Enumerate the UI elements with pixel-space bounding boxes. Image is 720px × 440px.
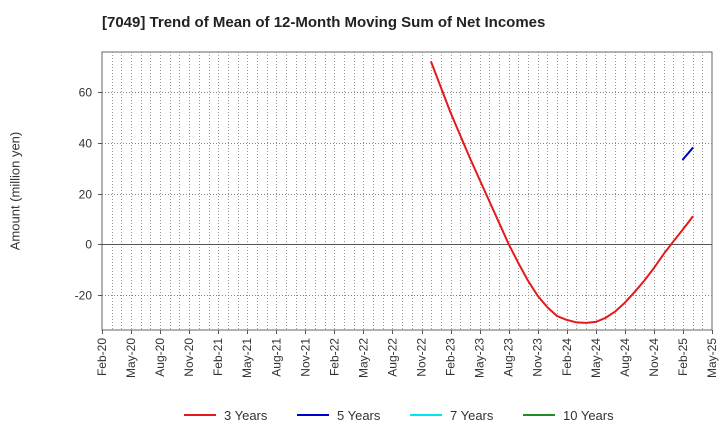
x-tick-label: Feb-20 — [95, 338, 109, 376]
x-tick-label: May-21 — [240, 338, 254, 378]
y-tick-label: -20 — [75, 289, 93, 303]
y-tick-label: 20 — [79, 188, 93, 202]
legend-label-0: 3 Years — [224, 408, 268, 423]
y-tick-label: 60 — [79, 86, 93, 100]
legend-label-1: 5 Years — [337, 408, 381, 423]
x-tick-label: Nov-24 — [647, 338, 661, 377]
x-tick-label: Feb-21 — [211, 338, 225, 376]
y-tick-label: 40 — [79, 137, 93, 151]
x-tick-label: May-20 — [124, 338, 138, 378]
x-tick-label: May-23 — [473, 338, 487, 378]
x-tick-label: May-22 — [356, 338, 370, 378]
x-tick-label: Feb-24 — [560, 338, 574, 376]
plot-area — [101, 51, 713, 331]
x-tick-label: Feb-22 — [327, 338, 341, 376]
legend-label-2: 7 Years — [450, 408, 494, 423]
x-tick-label: Aug-23 — [502, 338, 516, 377]
x-tick-label: Aug-22 — [385, 338, 399, 377]
x-tick-label: May-25 — [705, 338, 719, 378]
series-line-0 — [430, 61, 694, 324]
series-line-1 — [681, 147, 694, 161]
x-tick-label: Aug-20 — [153, 338, 167, 377]
x-tick-label: Nov-22 — [415, 338, 429, 377]
x-tick-label: Aug-21 — [269, 338, 283, 377]
chart-title: [7049] Trend of Mean of 12-Month Moving … — [102, 14, 546, 31]
y-tick-label: 0 — [85, 238, 92, 252]
x-tick-label: Nov-21 — [298, 338, 312, 377]
x-tick-label: Aug-24 — [618, 338, 632, 377]
x-tick-label: Feb-25 — [676, 338, 690, 376]
legend-label-3: 10 Years — [563, 408, 614, 423]
x-tick-label: Nov-20 — [182, 338, 196, 377]
x-tick-label: Feb-23 — [444, 338, 458, 376]
x-tick-label: Nov-23 — [531, 338, 545, 377]
x-tick-label: May-24 — [589, 338, 603, 378]
